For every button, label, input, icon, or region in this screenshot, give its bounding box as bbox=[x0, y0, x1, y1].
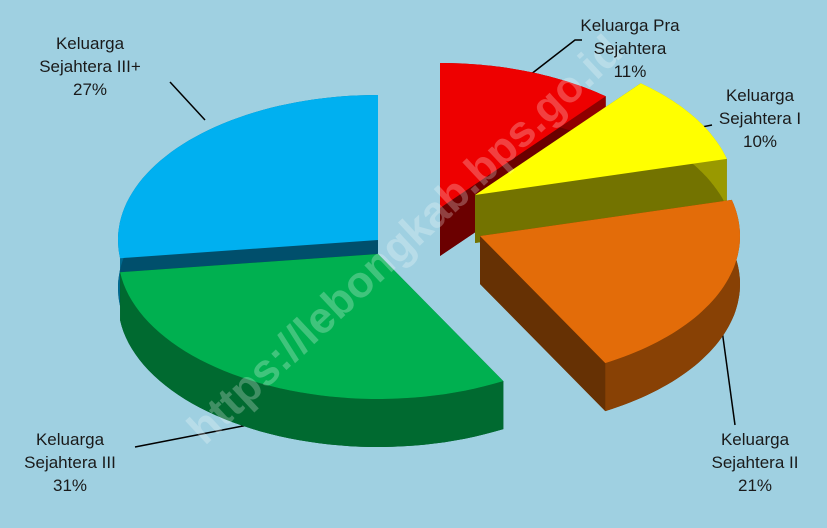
leader-line bbox=[721, 329, 736, 426]
slice-label: Keluarga Sejahtera III+ 27% bbox=[20, 32, 160, 101]
slice-side bbox=[480, 236, 606, 412]
slice bbox=[440, 63, 606, 208]
value-label: 27% bbox=[72, 80, 108, 99]
category-label: Keluarga Sejahtera III+ bbox=[39, 34, 141, 76]
category-label: Keluarga Sejahtera I bbox=[718, 86, 802, 128]
leader-line bbox=[169, 81, 206, 121]
slice-side bbox=[475, 158, 727, 243]
value-label: 21% bbox=[737, 476, 773, 495]
slice-label: Keluarga Sejahtera I 10% bbox=[700, 84, 820, 153]
slice-label: Keluarga Sejahtera III 31% bbox=[10, 428, 130, 497]
slice-label: Keluarga Pra Sejahtera 11% bbox=[560, 14, 700, 83]
value-label: 31% bbox=[52, 476, 88, 495]
category-label: Keluarga Sejahtera III bbox=[24, 430, 116, 472]
value-label: 11% bbox=[613, 62, 647, 81]
leader-line bbox=[134, 424, 249, 448]
slice bbox=[480, 199, 740, 364]
slice bbox=[120, 254, 504, 399]
slice-label: Keluarga Sejahtera II 21% bbox=[695, 428, 815, 497]
category-label: Keluarga Pra Sejahtera bbox=[580, 16, 680, 58]
slice-wall bbox=[120, 272, 504, 447]
value-label: 10% bbox=[742, 132, 778, 151]
slice bbox=[118, 95, 378, 259]
category-label: Keluarga Sejahtera II bbox=[711, 430, 799, 472]
slice-wall bbox=[605, 199, 740, 412]
slice bbox=[475, 83, 727, 195]
